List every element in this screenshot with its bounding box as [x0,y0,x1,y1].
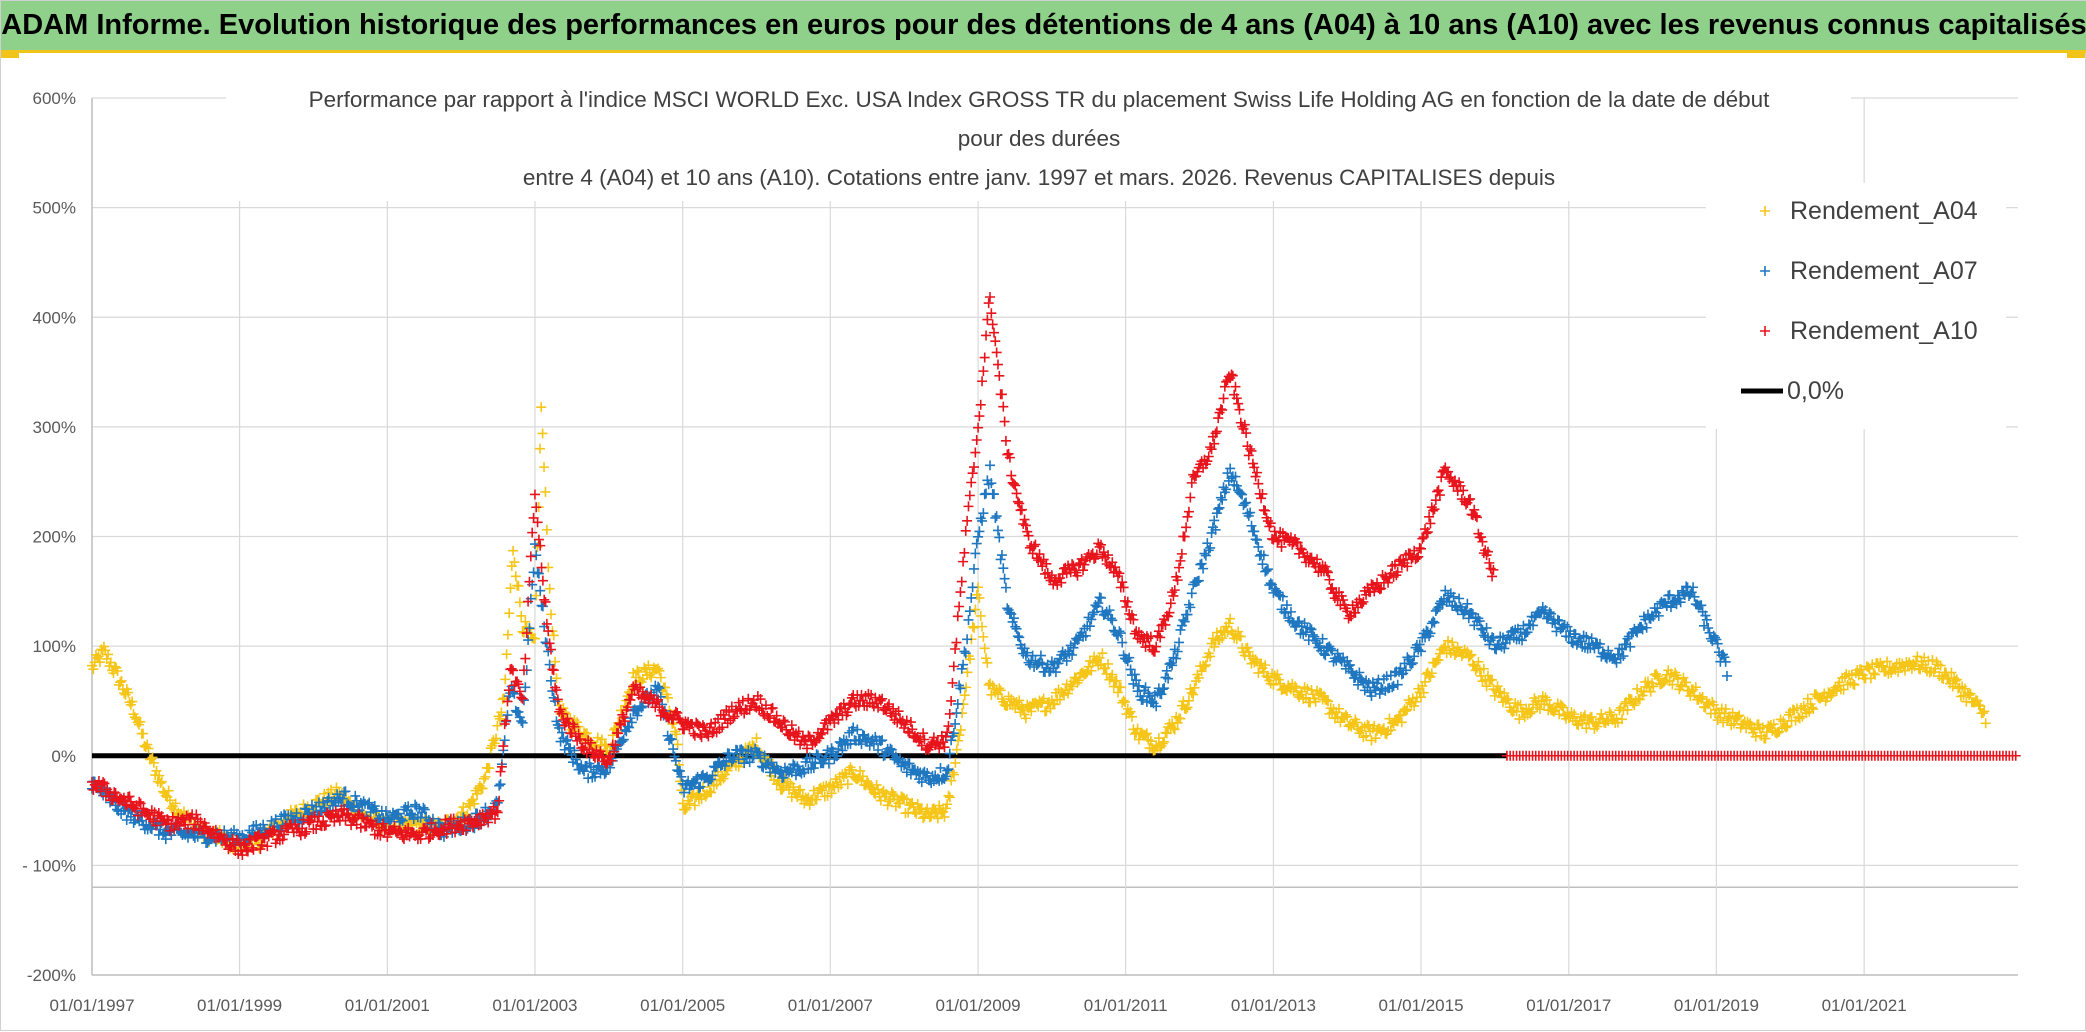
x-tick-label: 01/01/2019 [1674,996,1759,1015]
x-tick-label: 01/01/2017 [1526,996,1611,1015]
series-rendement-a07 [87,460,1732,851]
report-banner: ADAM Informe. Evolution historique des p… [1,1,2086,53]
x-tick-label: 01/01/1997 [49,996,134,1015]
series-rendement-a04 [87,402,1991,857]
chart-title: Performance par rapport à l'indice MSCI … [226,79,1851,201]
banner-corner-right [2067,53,2085,58]
banner-corner-left [1,53,19,58]
legend-item: Rendement_A04 [1760,197,1978,225]
x-tick-label: 01/01/2015 [1378,996,1463,1015]
title-line: entre 4 (A04) et 10 ans (A10). Cotations… [523,165,1555,190]
y-tick-label: 300% [33,418,76,437]
y-tick-label: 600% [33,89,76,108]
title-background [226,79,1851,201]
y-tick-label: - 100% [22,856,76,875]
legend-item: 0,0% [1741,377,1844,405]
title-line: pour des durées [958,126,1121,151]
series-rendement-a10 [87,291,1499,861]
y-tick-label: 500% [33,199,76,218]
x-tick-label: 01/01/2007 [788,996,873,1015]
x-tick-label: 01/01/2021 [1822,996,1907,1015]
y-tick-label: 0% [51,747,76,766]
y-tick-label: 100% [33,637,76,656]
x-tick-label: 01/01/1999 [197,996,282,1015]
legend-item: Rendement_A10 [1760,317,1978,345]
y-tick-label: 200% [33,528,76,547]
x-tick-label: 01/01/2003 [492,996,577,1015]
legend-background [1706,183,2006,429]
legend: Rendement_A04 Rendement_A07 Rendement_A10 0… [1706,183,2006,429]
y-tick-label: -200% [27,966,76,985]
legend-item: Rendement_A07 [1760,257,1978,285]
legend-label: 0,0% [1787,377,1844,405]
legend-label: Rendement_A07 [1790,257,1978,285]
legend-label: Rendement_A10 [1790,317,1978,345]
legend-label: Rendement_A04 [1790,197,1978,225]
series-a10-zero-markers [1501,750,2021,761]
x-tick-label: 01/01/2001 [345,996,430,1015]
y-tick-label: 400% [33,308,76,327]
title-line: Performance par rapport à l'indice MSCI … [309,87,1771,112]
x-tick-label: 01/01/2013 [1231,996,1316,1015]
x-tick-label: 01/01/2011 [1084,996,1168,1015]
x-tick-label: 01/01/2005 [640,996,725,1015]
x-tick-label: 01/01/2009 [936,996,1021,1015]
